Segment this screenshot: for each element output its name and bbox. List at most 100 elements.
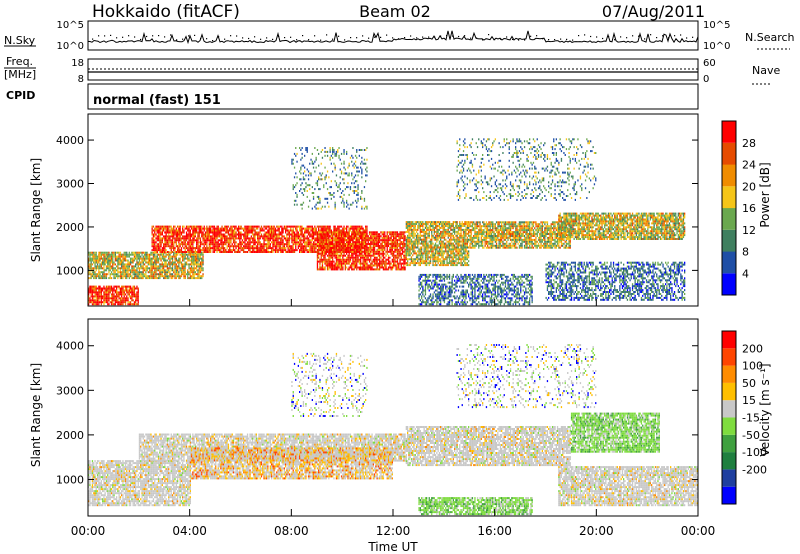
power-cell — [426, 223, 427, 225]
power-cell — [343, 255, 344, 257]
power-cell — [210, 228, 211, 230]
power-cell — [173, 252, 174, 254]
power-cell — [424, 245, 425, 247]
power-cell — [106, 288, 107, 290]
power-cell — [145, 252, 146, 254]
power-cell — [216, 228, 217, 230]
power-cell — [330, 247, 331, 249]
power-cell — [94, 303, 95, 305]
power-cell — [163, 254, 164, 256]
power-cell — [335, 241, 336, 243]
power-cell — [422, 239, 423, 241]
power-cell — [352, 268, 353, 270]
power-cell — [108, 269, 109, 271]
power-cell — [220, 232, 221, 234]
power-cell — [352, 243, 353, 245]
power-cell — [181, 232, 182, 234]
power-cell — [105, 293, 106, 295]
power-cell — [232, 251, 233, 253]
power-cell — [265, 235, 266, 237]
power-cell — [363, 255, 364, 257]
power-cell — [413, 231, 414, 233]
power-cell — [337, 243, 338, 245]
power-cell — [155, 263, 156, 265]
power-cell — [246, 239, 247, 241]
power-cell — [187, 249, 188, 251]
power-cell — [213, 239, 214, 241]
power-cell — [190, 232, 191, 234]
power-cell — [201, 277, 202, 279]
power-cell — [167, 243, 168, 245]
power-cell — [117, 260, 118, 262]
power-cell — [110, 291, 111, 293]
power-cell — [340, 259, 341, 261]
power-cell — [224, 237, 225, 239]
power-cell — [418, 258, 419, 260]
power-cell — [190, 241, 191, 243]
power-cell — [159, 273, 160, 275]
power-cell — [167, 232, 168, 234]
power-cell — [360, 253, 361, 255]
power-cell — [256, 247, 257, 249]
power-cell — [223, 245, 224, 247]
power-cell — [163, 263, 164, 265]
power-cell — [143, 252, 144, 254]
power-cell — [318, 233, 319, 235]
power-cell — [108, 297, 109, 299]
power-cell — [374, 257, 375, 259]
power-cell — [205, 247, 206, 249]
power-cell — [314, 226, 315, 228]
power-cell — [219, 247, 220, 249]
power-cell — [154, 254, 155, 256]
power-cell — [239, 245, 240, 247]
power-cell — [225, 232, 226, 234]
power-cell — [196, 247, 197, 249]
power-cell — [247, 237, 248, 239]
power-cell — [120, 291, 121, 293]
power-cell — [272, 247, 273, 249]
power-cell — [377, 239, 378, 241]
power-cell — [345, 268, 346, 270]
power-cell — [127, 273, 128, 275]
power-cell — [130, 275, 131, 277]
power-cell — [313, 235, 314, 237]
power-cell — [256, 251, 257, 253]
power-cell — [258, 243, 259, 245]
power-cell — [345, 231, 346, 233]
power-cell — [397, 253, 398, 255]
power-cell — [411, 260, 412, 262]
power-cell — [167, 265, 168, 267]
power-cell — [176, 267, 177, 269]
power-cell — [130, 290, 131, 292]
power-cell — [196, 258, 197, 260]
power-cell — [271, 226, 272, 228]
power-cell — [199, 230, 200, 232]
power-cell — [357, 245, 358, 247]
power-cell — [337, 255, 338, 257]
power-cell — [192, 256, 193, 258]
power-cell — [335, 263, 336, 265]
power-cell — [396, 265, 397, 267]
power-cell — [408, 250, 409, 252]
power-cell — [340, 243, 341, 245]
power-cell — [111, 286, 112, 288]
power-cell — [112, 254, 113, 256]
power-cell — [321, 237, 322, 239]
power-cell — [373, 233, 374, 235]
power-cell — [253, 226, 254, 228]
noise-search-dot — [434, 36, 435, 37]
power-cell — [401, 231, 402, 233]
power-cell — [131, 303, 132, 305]
power-cell — [375, 233, 376, 235]
power-cell — [354, 226, 355, 228]
power-cell — [374, 249, 375, 251]
power-cell — [351, 249, 352, 251]
power-cell — [164, 260, 165, 262]
power-cell — [97, 258, 98, 260]
power-cell — [393, 235, 394, 237]
power-cell — [102, 297, 103, 299]
power-cell — [191, 247, 192, 249]
power-cell — [214, 239, 215, 241]
power-cell — [282, 245, 283, 247]
power-cell — [300, 249, 301, 251]
